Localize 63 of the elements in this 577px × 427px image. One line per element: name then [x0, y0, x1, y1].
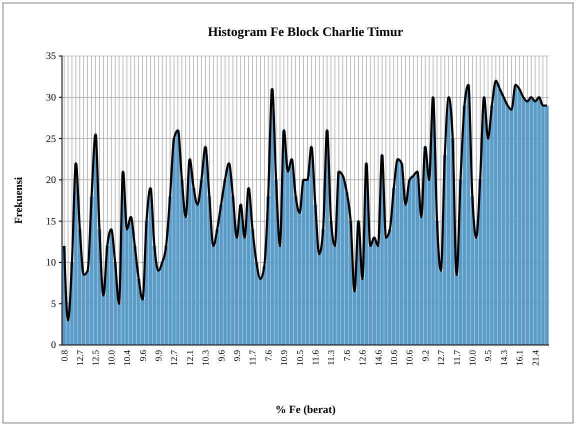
y-tick-label: 10	[46, 258, 56, 269]
x-tick-label: 7.6	[263, 350, 274, 362]
bar	[494, 80, 498, 345]
bar	[400, 163, 404, 345]
x-tick-label: 12.7	[169, 350, 180, 366]
bar	[290, 159, 294, 345]
x-tick-label: 9.9	[232, 350, 242, 362]
bar	[545, 106, 549, 345]
y-tick-label: 30	[46, 92, 56, 104]
chart-title: Histogram Fe Block Charlie Timur	[208, 24, 404, 39]
x-tick-label: 12.7	[74, 350, 85, 366]
x-tick-label: 10.5	[294, 350, 305, 366]
x-tick-label: 14.3	[498, 350, 509, 366]
x-tick-label: 11.7	[452, 350, 462, 366]
x-tick-label: 0.8	[59, 350, 70, 362]
x-tick-label: 10.0	[106, 350, 116, 366]
x-tick-label: 12.7	[436, 350, 446, 366]
x-tick-label: 10.9	[279, 350, 290, 366]
x-tick-label: 9.5	[483, 350, 494, 362]
bar	[372, 238, 376, 345]
x-tick-label: 9.6	[138, 350, 148, 362]
bar	[514, 84, 518, 345]
x-tick-label: 11.7	[248, 350, 258, 366]
bar	[408, 180, 412, 345]
bar	[537, 97, 541, 345]
bar	[518, 89, 522, 345]
x-tick-label: 14.6	[373, 350, 384, 366]
x-tick-label: 7.6	[342, 350, 352, 362]
x-tick-label: 9.2	[420, 350, 430, 362]
y-tick-label: 0	[51, 340, 56, 352]
x-tick-label: 10.4	[122, 350, 132, 366]
x-tick-label: 10.6	[388, 350, 399, 366]
x-tick-label: 16.1	[514, 350, 525, 366]
x-tick-label: 10.3	[200, 350, 211, 366]
x-tick-label: 12.5	[90, 350, 101, 366]
x-tick-label: 12.1	[184, 350, 195, 366]
x-tick-label: 12.6	[358, 350, 368, 366]
bar	[340, 176, 345, 345]
bar	[302, 180, 306, 345]
bar	[416, 172, 420, 345]
y-tick-label: 20	[46, 175, 56, 186]
y-tick-label: 15	[46, 216, 56, 228]
x-tick-label: 10.6	[404, 350, 415, 366]
y-tick-label: 35	[46, 51, 56, 62]
bar	[446, 97, 451, 345]
x-tick-label: 21.4	[530, 350, 540, 366]
x-axis-title: % Fe (berat)	[275, 404, 336, 416]
x-tick-label: 9.9	[153, 350, 164, 362]
bar	[529, 97, 533, 345]
y-tick-label: 5	[51, 298, 56, 310]
y-axis-title: Frekuensi	[13, 177, 25, 224]
x-tick-label: 11.6	[310, 350, 320, 366]
bar	[533, 101, 537, 345]
bar	[176, 130, 180, 345]
bar	[525, 101, 530, 345]
x-tick-label: 10.0	[467, 350, 478, 366]
bar	[227, 163, 231, 345]
y-tick-label: 25	[46, 134, 56, 145]
bar	[412, 176, 416, 345]
bar	[396, 159, 400, 345]
x-tick-label: 9.6	[216, 350, 226, 362]
bar	[129, 217, 133, 345]
x-tick-label: 11.3	[326, 350, 336, 366]
